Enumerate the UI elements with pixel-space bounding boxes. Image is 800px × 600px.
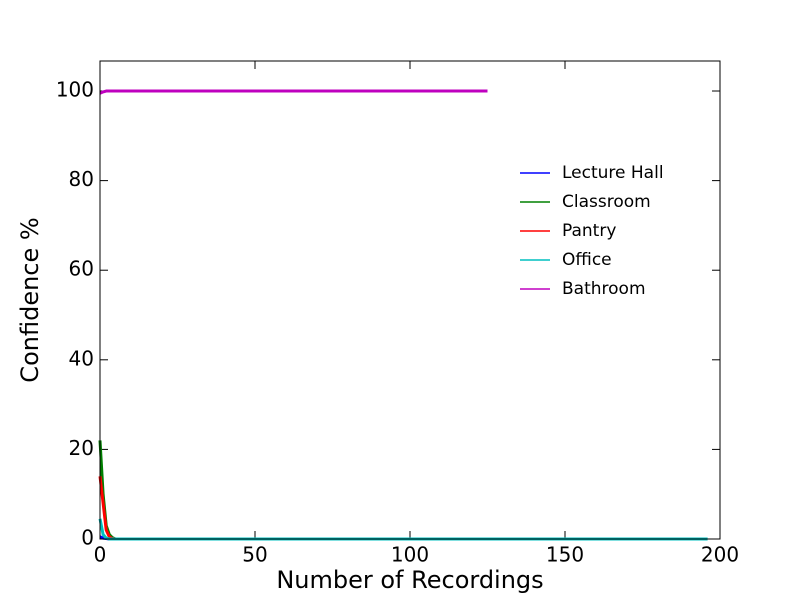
y-tick-label: 60 <box>69 257 94 281</box>
y-axis-label: Confidence % <box>16 217 44 382</box>
y-tick-label: 100 <box>56 78 94 102</box>
x-axis-label: Number of Recordings <box>276 566 543 594</box>
legend-label: Office <box>562 250 612 270</box>
y-tick-label: 80 <box>69 167 94 191</box>
series-line <box>99 89 488 95</box>
series-line <box>98 518 708 541</box>
legend-label: Bathroom <box>562 279 646 299</box>
plot-frame <box>99 60 721 540</box>
y-tick-label: 0 <box>81 526 94 550</box>
x-tick-label: 200 <box>701 543 739 567</box>
y-tick-label: 40 <box>69 346 94 370</box>
legend-label: Pantry <box>562 221 616 241</box>
x-tick-label: 100 <box>391 543 429 567</box>
legend-label: Classroom <box>562 192 651 212</box>
x-tick-label: 150 <box>546 543 584 567</box>
x-tick-label: 0 <box>94 543 107 567</box>
y-tick-label: 20 <box>69 436 94 460</box>
x-tick-label: 50 <box>242 543 267 567</box>
legend-label: Lecture Hall <box>562 163 664 183</box>
